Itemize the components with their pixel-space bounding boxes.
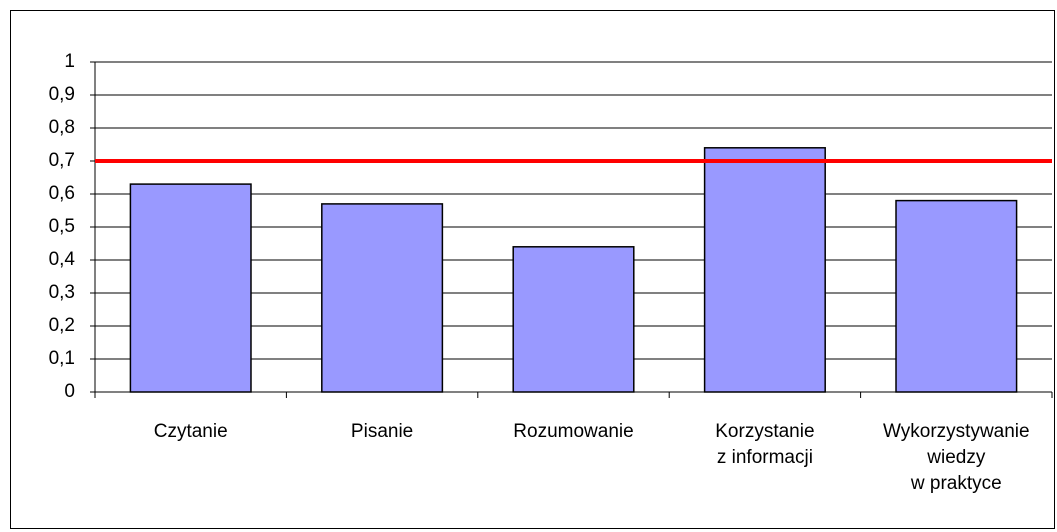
- bar: [129, 183, 252, 393]
- y-tick-label: 0,5: [49, 216, 75, 237]
- y-tick-label: 0,2: [49, 315, 75, 336]
- bar: [703, 147, 826, 393]
- y-tick-label: 0,1: [49, 348, 75, 369]
- x-tick-label: Czytanie: [154, 421, 228, 442]
- y-tick-label: 0,8: [49, 117, 75, 138]
- x-tick-label: Wykorzystywanie wiedzy w praktyce: [883, 421, 1030, 494]
- bar: [512, 246, 635, 393]
- y-tick-label: 0,7: [49, 150, 75, 171]
- x-tick-label: Rozumowanie: [513, 421, 633, 442]
- x-tick-label: Pisanie: [351, 421, 413, 442]
- y-tick-label: 0,3: [49, 282, 75, 303]
- x-tick-label: Korzystanie z informacji: [715, 421, 814, 468]
- y-tick-label: 0,9: [49, 84, 75, 105]
- y-tick-label: 0,6: [49, 183, 75, 204]
- bar: [895, 199, 1018, 393]
- bar: [321, 203, 444, 393]
- y-tick-label: 0,4: [49, 249, 76, 270]
- y-tick-label: 0: [64, 381, 75, 402]
- y-tick-label: 1: [64, 51, 75, 72]
